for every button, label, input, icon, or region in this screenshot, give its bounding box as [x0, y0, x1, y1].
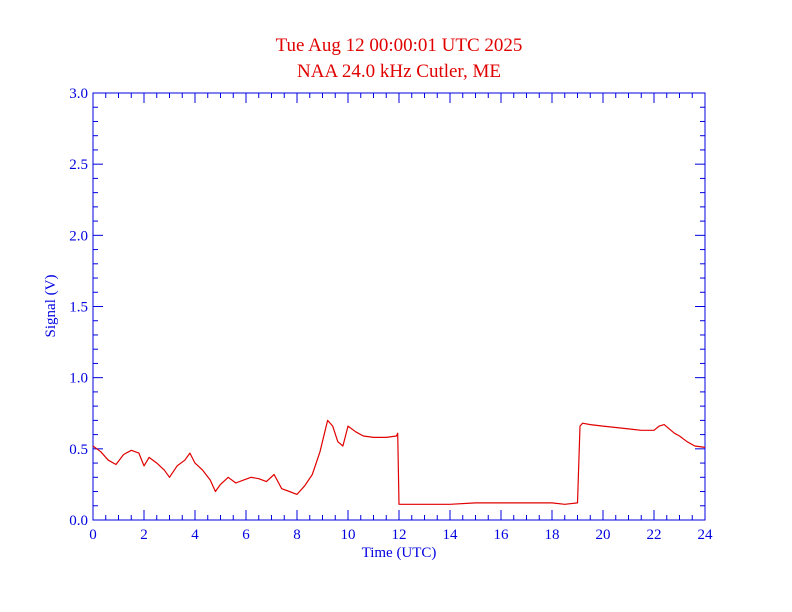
y-tick-label: 1.5: [69, 300, 88, 316]
x-tick-label: 22: [647, 527, 662, 543]
x-axis-label: Time (UTC): [362, 545, 437, 561]
x-tick-label: 4: [191, 527, 199, 543]
x-tick-label: 2: [140, 527, 148, 543]
y-tick-label: 0.0: [69, 513, 88, 529]
x-tick-label: 8: [293, 527, 301, 543]
x-tick-label: 10: [341, 527, 356, 543]
signal-line: [92, 419, 706, 505]
x-tick-label: 14: [443, 527, 459, 543]
y-tick-label: 0.5: [69, 442, 88, 458]
y-tick-label: 2.5: [69, 157, 88, 173]
x-tick-label: 20: [596, 527, 611, 543]
y-tick-label: 1.0: [69, 371, 88, 387]
chart-title: Tue Aug 12 00:00:01 UTC 2025: [276, 35, 523, 56]
y-tick-label: 2.0: [69, 228, 88, 244]
x-tick-label: 12: [392, 527, 407, 543]
x-tick-label: 6: [242, 527, 250, 543]
plot-frame: [92, 92, 706, 521]
y-axis-label: Signal (V): [43, 275, 59, 338]
x-tick-label: 24: [698, 527, 714, 543]
x-tick-label: 18: [545, 527, 560, 543]
chart-subtitle: NAA 24.0 kHz Cutler, ME: [297, 61, 501, 82]
x-tick-label: 0: [89, 527, 97, 543]
x-tick-label: 16: [494, 527, 510, 543]
y-tick-label: 3.0: [69, 86, 88, 102]
